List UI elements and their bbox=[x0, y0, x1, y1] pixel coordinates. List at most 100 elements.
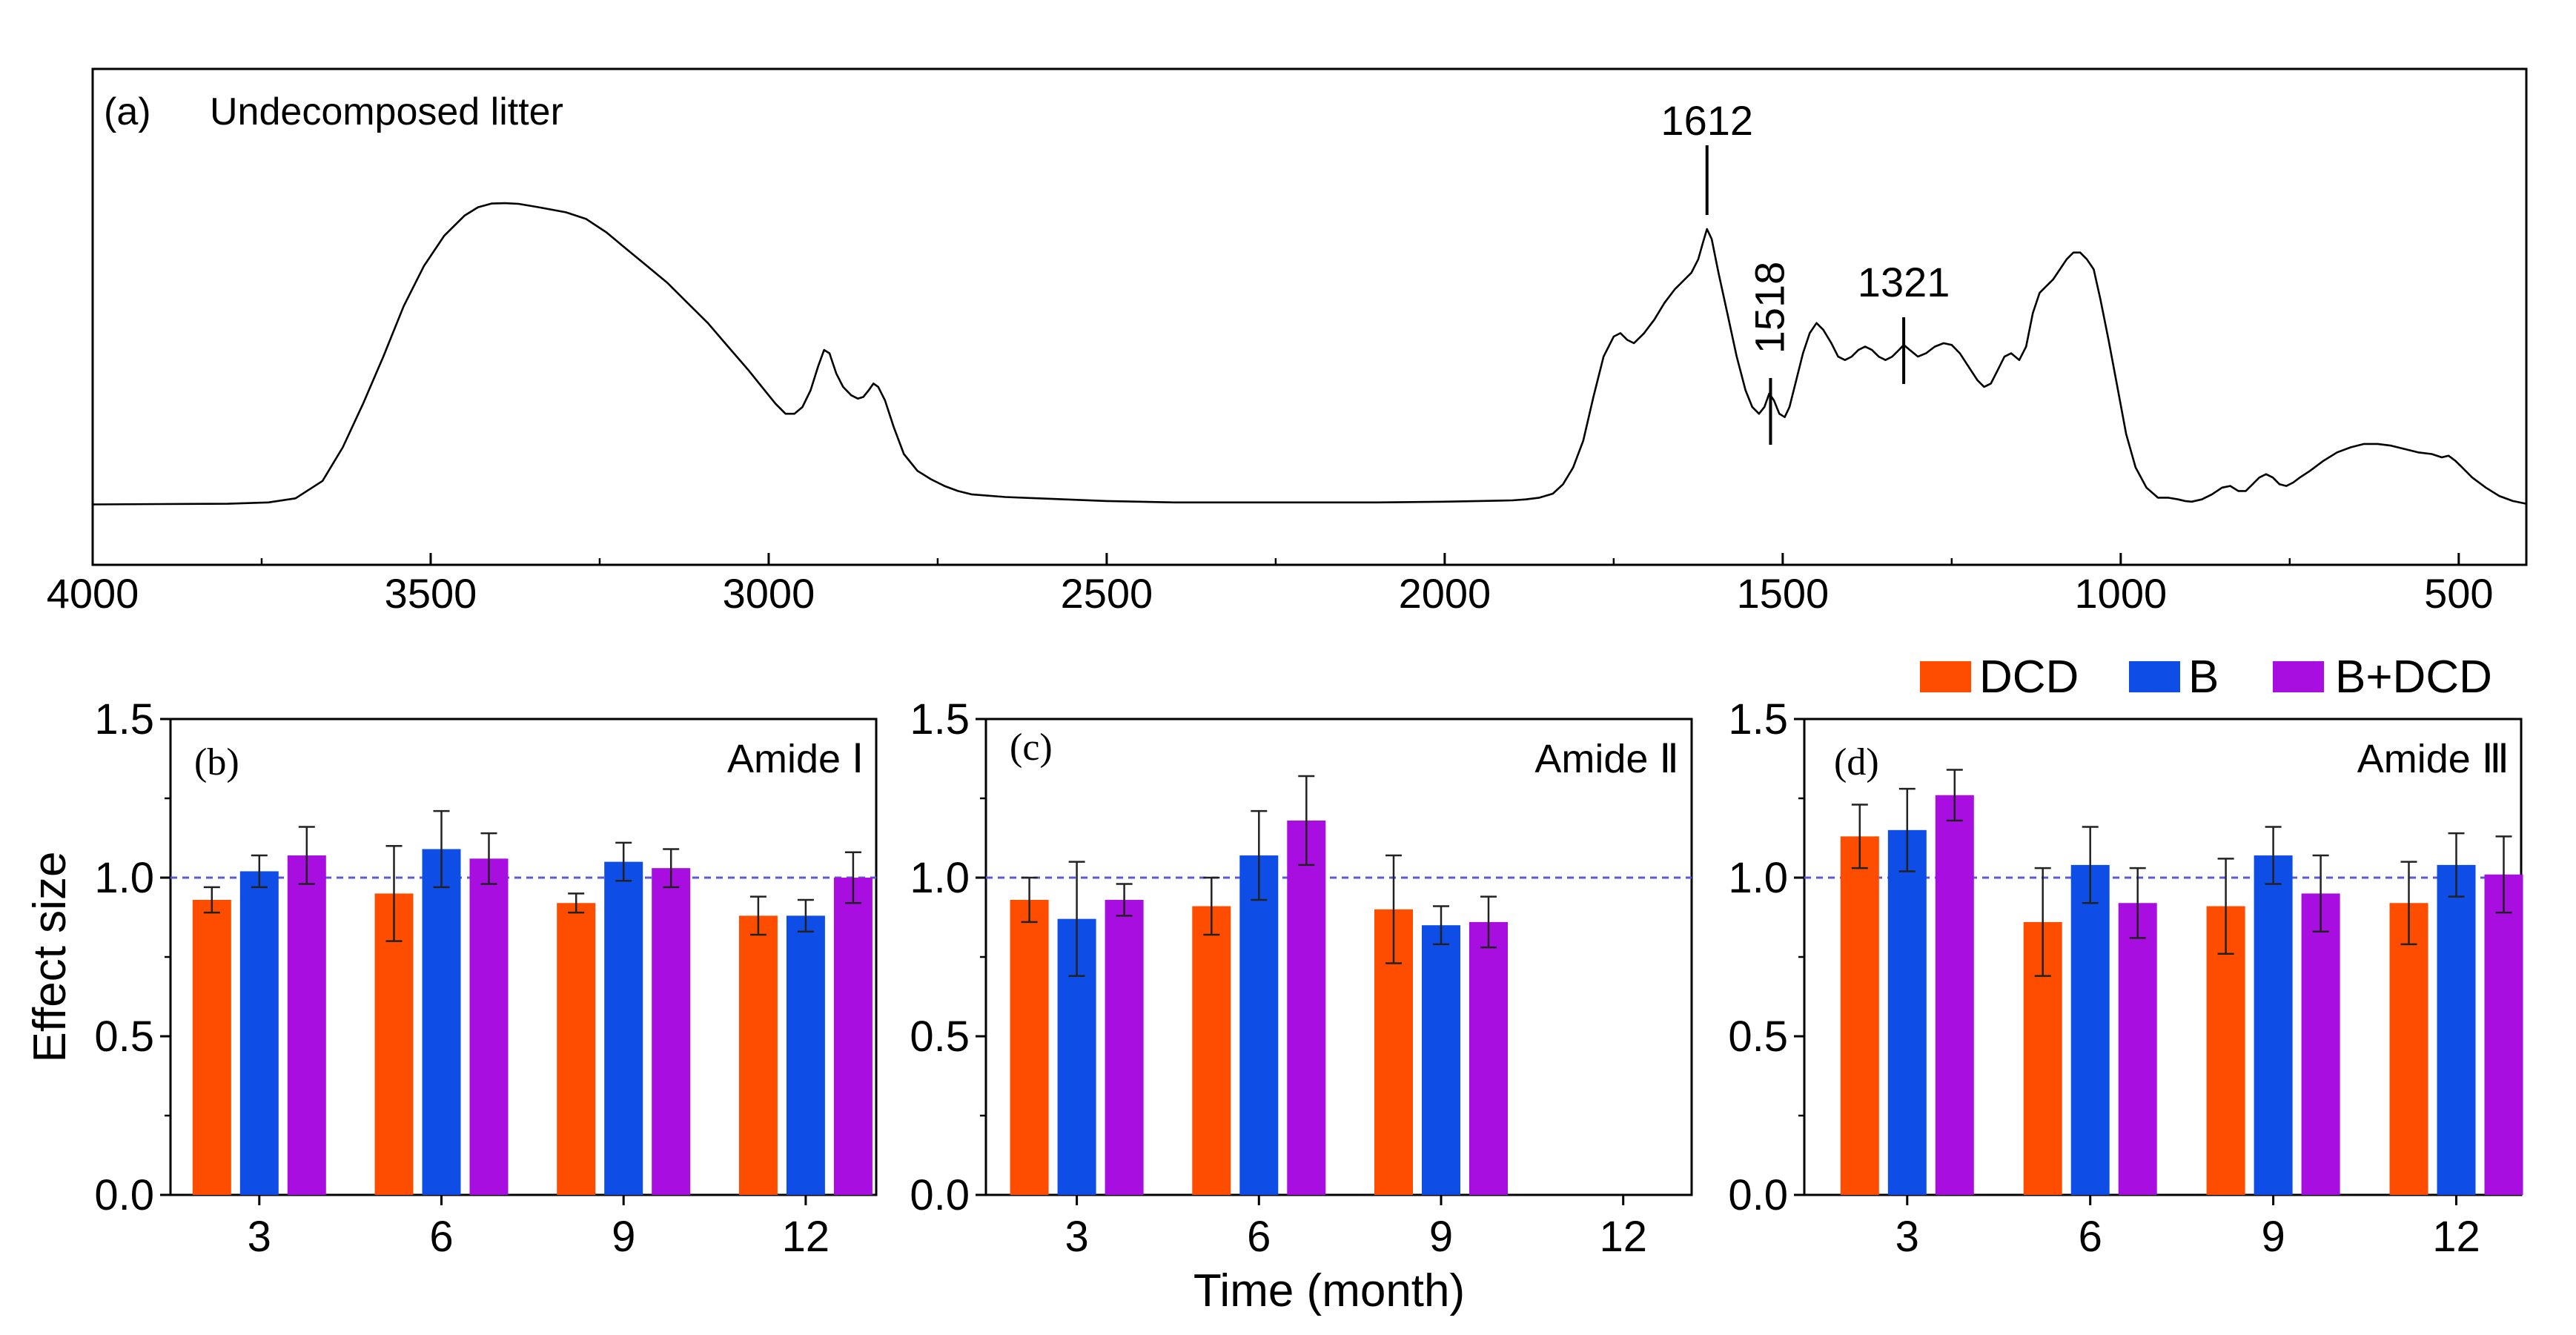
legend-swatch-dcd bbox=[1920, 661, 1971, 692]
error-bar-d-b-3 bbox=[1898, 787, 1916, 872]
panel-b-bars bbox=[170, 809, 876, 1195]
panel-a-title: Undecomposed litter bbox=[210, 90, 563, 133]
y-tick-label-b-0.0: 0.0 bbox=[94, 1171, 154, 1219]
error-bar-d-b-9 bbox=[2265, 826, 2282, 885]
y-tick-label-d-0.0: 0.0 bbox=[1728, 1171, 1788, 1219]
panel-c-title: Amide Ⅱ bbox=[1534, 737, 1679, 781]
error-bar-d-b-6 bbox=[2082, 826, 2099, 904]
legend-swatch-b-dcd bbox=[2273, 661, 2324, 692]
bar-d-b-12 bbox=[2437, 864, 2476, 1195]
panel-d-bars bbox=[1804, 769, 2523, 1195]
x-tick-label-d-12: 12 bbox=[2432, 1213, 2480, 1261]
bar-c-b-dcd-6 bbox=[1287, 820, 1326, 1195]
peak-label-1612: 1612 bbox=[1661, 97, 1753, 144]
x-tick-label-500: 500 bbox=[2424, 570, 2493, 617]
error-bar-d-dcd-9 bbox=[2217, 858, 2234, 955]
error-bar-b-b-6 bbox=[433, 809, 450, 889]
error-bar-d-b-dcd-9 bbox=[2312, 854, 2329, 933]
bar-b-b-dcd-6 bbox=[469, 858, 509, 1195]
x-tick-label-3500: 3500 bbox=[385, 570, 477, 617]
error-bar-d-b-dcd-3 bbox=[1946, 769, 1963, 822]
bar-d-b-6 bbox=[2070, 864, 2110, 1195]
error-bar-d-dcd-12 bbox=[2400, 861, 2417, 946]
error-bar-c-dcd-3 bbox=[1021, 876, 1038, 924]
x-tick-label-c-12: 12 bbox=[1599, 1213, 1647, 1261]
y-tick-label-d-0.5: 0.5 bbox=[1728, 1013, 1788, 1061]
bar-d-dcd-3 bbox=[1840, 836, 1879, 1195]
y-tick-label-c-0.0: 0.0 bbox=[910, 1171, 970, 1219]
bar-c-b-dcd-9 bbox=[1469, 921, 1508, 1195]
panel-a-x-ticks: 4000 3500 3000 2500 2000 1500 1000 500 bbox=[47, 553, 2494, 617]
x-tick-label-1500: 1500 bbox=[1737, 570, 1830, 617]
error-bar-b-dcd-12 bbox=[749, 895, 766, 936]
error-bar-c-b-dcd-3 bbox=[1116, 883, 1133, 917]
x-tick-label-b-3: 3 bbox=[248, 1213, 271, 1261]
panel-c-amide-ii: 3 6 9 12 0.0 0.5 1.0 1.5 (c) Amide Ⅱ bbox=[910, 695, 1693, 1261]
bar-b-dcd-12 bbox=[738, 915, 778, 1195]
x-tick-label-c-3: 3 bbox=[1064, 1213, 1088, 1261]
x-tick-label-1000: 1000 bbox=[2075, 570, 2168, 617]
panel-a-frame bbox=[91, 67, 2528, 566]
x-tick-label-c-9: 9 bbox=[1429, 1213, 1453, 1261]
x-tick-label-d-6: 6 bbox=[2079, 1213, 2102, 1261]
x-tick-label-b-12: 12 bbox=[782, 1213, 830, 1261]
bar-d-b-3 bbox=[1887, 829, 1927, 1195]
panel-b-ticks: 3 6 9 12 0.0 0.5 1.0 1.5 bbox=[94, 695, 830, 1261]
y-tick-label-c-0.5: 0.5 bbox=[910, 1013, 970, 1061]
panel-c-label: (c) bbox=[1010, 726, 1053, 769]
x-tick-label-4000: 4000 bbox=[47, 570, 139, 617]
bar-b-b-12 bbox=[786, 915, 825, 1195]
panel-a-spectrum: 4000 3500 3000 2500 2000 1500 1000 500 (a) Unde… bbox=[47, 67, 2528, 617]
y-tick-label-c-1.0: 1.0 bbox=[910, 854, 970, 902]
panel-c-ticks: 3 6 9 12 0.0 0.5 1.0 1.5 bbox=[910, 695, 1647, 1261]
bar-b-b-dcd-12 bbox=[833, 878, 873, 1195]
peak-label-1518: 1518 bbox=[1746, 262, 1792, 354]
panel-d-ticks: 3 6 9 12 0.0 0.5 1.0 1.5 bbox=[1728, 695, 2480, 1261]
x-axis-title: Time (month) bbox=[1193, 1265, 1465, 1316]
error-bar-d-b-dcd-12 bbox=[2495, 835, 2512, 914]
panel-d-amide-iii: 3 6 9 12 0.0 0.5 1.0 1.5 (d) Amide Ⅲ bbox=[1728, 695, 2523, 1261]
legend-item-b-dcd: B+DCD bbox=[2273, 652, 2492, 703]
error-bar-b-dcd-3 bbox=[203, 886, 220, 914]
panel-b-title: Amide Ⅰ bbox=[727, 737, 864, 781]
bar-d-b-dcd-3 bbox=[1935, 795, 1974, 1195]
bar-b-b-dcd-9 bbox=[652, 868, 691, 1195]
bar-d-dcd-12 bbox=[2389, 903, 2428, 1195]
error-bar-b-b-dcd-12 bbox=[844, 851, 861, 904]
panel-d-label: (d) bbox=[1834, 741, 1879, 784]
y-tick-label-b-1.5: 1.5 bbox=[94, 695, 154, 743]
error-bar-c-dcd-6 bbox=[1203, 876, 1220, 936]
y-tick-label-c-1.5: 1.5 bbox=[910, 695, 970, 743]
bar-d-b-dcd-12 bbox=[2484, 874, 2523, 1195]
legend-label-b: B bbox=[2188, 652, 2219, 703]
error-bar-b-b-dcd-9 bbox=[663, 848, 680, 889]
x-tick-label-d-9: 9 bbox=[2261, 1213, 2285, 1261]
error-bar-b-b-12 bbox=[797, 898, 814, 933]
bar-b-dcd-3 bbox=[192, 899, 231, 1195]
bar-c-b-9 bbox=[1422, 925, 1460, 1195]
error-bar-b-b-dcd-6 bbox=[480, 832, 497, 885]
error-bar-d-dcd-3 bbox=[1851, 804, 1868, 869]
error-bar-d-b-dcd-6 bbox=[2129, 867, 2146, 939]
legend-item-b: B bbox=[2129, 652, 2219, 703]
panel-d-title: Amide Ⅲ bbox=[2357, 737, 2509, 781]
bar-d-b-9 bbox=[2254, 855, 2293, 1195]
bar-b-b-3 bbox=[239, 871, 279, 1195]
error-bar-d-b-12 bbox=[2448, 832, 2465, 898]
y-tick-label-d-1.5: 1.5 bbox=[1728, 695, 1788, 743]
panel-a-label: (a) bbox=[104, 90, 151, 133]
bar-b-b-dcd-3 bbox=[287, 855, 326, 1195]
peak-annotation-1321: 1321 bbox=[1858, 259, 1950, 384]
error-bar-d-dcd-6 bbox=[2034, 867, 2051, 977]
bar-d-b-dcd-6 bbox=[2118, 903, 2157, 1195]
bar-c-b-dcd-3 bbox=[1105, 899, 1144, 1195]
legend-item-dcd: DCD bbox=[1920, 652, 2079, 703]
bar-c-dcd-3 bbox=[1010, 899, 1049, 1195]
error-bar-b-b-dcd-3 bbox=[298, 826, 315, 885]
error-bar-c-b-dcd-6 bbox=[1298, 775, 1315, 867]
error-bar-c-b-6 bbox=[1251, 809, 1268, 901]
peak-annotation-1518: 1518 bbox=[1746, 262, 1792, 445]
error-bar-c-b-dcd-9 bbox=[1480, 895, 1497, 949]
y-tick-label-b-1.0: 1.0 bbox=[94, 854, 154, 902]
